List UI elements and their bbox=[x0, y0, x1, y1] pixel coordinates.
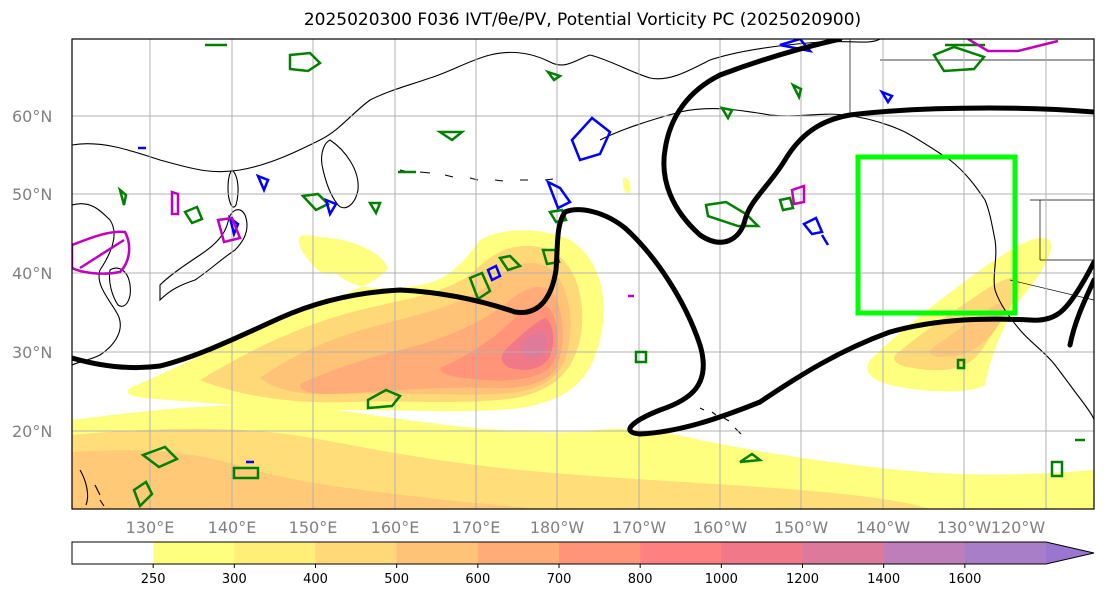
lon-label: 160°E bbox=[371, 518, 420, 537]
lon-label: 140°W bbox=[856, 518, 911, 537]
region-highlight-box bbox=[855, 154, 1018, 316]
colorbar-cell bbox=[640, 542, 722, 564]
colorbar-cell bbox=[802, 542, 885, 564]
sakhalin-coast bbox=[227, 169, 239, 208]
lon-label: 130°W bbox=[937, 518, 992, 537]
map-frame bbox=[71, 38, 1095, 510]
kamchatka-coast bbox=[321, 139, 359, 209]
lat-label: 50°N bbox=[12, 185, 52, 204]
lon-label: 150°E bbox=[289, 518, 338, 537]
ivt-japan-blob bbox=[298, 235, 345, 274]
pv-contours-magenta bbox=[72, 39, 1059, 298]
na-west-coast bbox=[993, 239, 1094, 421]
lon-label: 170°W bbox=[612, 518, 667, 537]
lon-label: 160°W bbox=[693, 518, 748, 537]
japan-coast bbox=[159, 209, 248, 302]
lon-label: 170°E bbox=[452, 518, 501, 537]
colorbar-tick-label: 800 bbox=[628, 572, 653, 587]
ivt-east-plume-1 bbox=[894, 277, 1020, 371]
pv-threshold-contour-north bbox=[661, 39, 1094, 245]
lat-label: 40°N bbox=[12, 264, 52, 283]
colorbar-cells bbox=[72, 542, 1094, 564]
colorbar-cell bbox=[315, 542, 398, 564]
lon-labels: 130°E 140°E 150°E 160°E 170°E 180°W 170°… bbox=[126, 518, 1046, 537]
philippines bbox=[79, 469, 105, 507]
colorbar-cell bbox=[721, 542, 803, 564]
colorbar-tick-label: 600 bbox=[465, 572, 490, 587]
colorbar-ticks: 250 300 400 500 600 700 800 1000 1200 1400 1600 bbox=[141, 564, 981, 587]
lat-label: 60°N bbox=[12, 107, 52, 126]
graticule bbox=[72, 39, 1094, 509]
colorbar-tick-label: 1200 bbox=[786, 572, 819, 587]
lon-label: 120°W bbox=[991, 518, 1046, 537]
colorbar-cell bbox=[234, 542, 316, 564]
pv-threshold-contour bbox=[72, 207, 1094, 437]
colorbar-tick-label: 300 bbox=[222, 572, 247, 587]
colorbar-tick-label: 1600 bbox=[948, 572, 981, 587]
ivt-tropical-band-core bbox=[72, 450, 540, 509]
asia-coast bbox=[72, 203, 121, 366]
colorbar-cell bbox=[396, 542, 479, 564]
colorbar-cell bbox=[559, 542, 641, 564]
lat-labels: 60°N 50°N 40°N 30°N 20°N bbox=[12, 107, 52, 441]
siberia-coast bbox=[72, 51, 591, 173]
colorbar-tick-label: 500 bbox=[384, 572, 409, 587]
lon-label: 140°E bbox=[208, 518, 257, 537]
hawaii bbox=[699, 407, 742, 435]
ivt-tropical-patch bbox=[560, 428, 691, 477]
colorbar-tick-label: 1000 bbox=[705, 572, 738, 587]
colorbar-cell bbox=[153, 542, 235, 564]
colorbar-cell bbox=[72, 542, 154, 564]
lon-label: 180°W bbox=[530, 518, 585, 537]
colorbar-tick-label: 250 bbox=[141, 572, 166, 587]
coastlines bbox=[72, 39, 1094, 507]
colorbar-cell bbox=[964, 542, 1047, 564]
colorbar-cell bbox=[883, 542, 966, 564]
pv-threshold-contour-east bbox=[1067, 277, 1094, 348]
colorbar-extension bbox=[1046, 542, 1094, 564]
colorbar-tick-label: 400 bbox=[303, 572, 328, 587]
lat-label: 20°N bbox=[12, 422, 52, 441]
ivt-small-blob bbox=[622, 177, 631, 194]
colorbar-cell bbox=[477, 542, 560, 564]
lat-label: 30°N bbox=[12, 343, 52, 362]
colorbar: 250 300 400 500 600 700 800 1000 1200 1400 1600 bbox=[71, 541, 1095, 587]
map-title: 2025020300 F036 IVT/θe/PV, Potential Vor… bbox=[303, 10, 862, 30]
colorbar-tick-label: 1400 bbox=[867, 572, 900, 587]
colorbar-tick-label: 700 bbox=[547, 572, 572, 587]
lon-label: 130°E bbox=[126, 518, 175, 537]
colorbar-frame bbox=[71, 541, 1095, 565]
borders bbox=[849, 39, 1094, 301]
lon-label: 150°W bbox=[774, 518, 829, 537]
